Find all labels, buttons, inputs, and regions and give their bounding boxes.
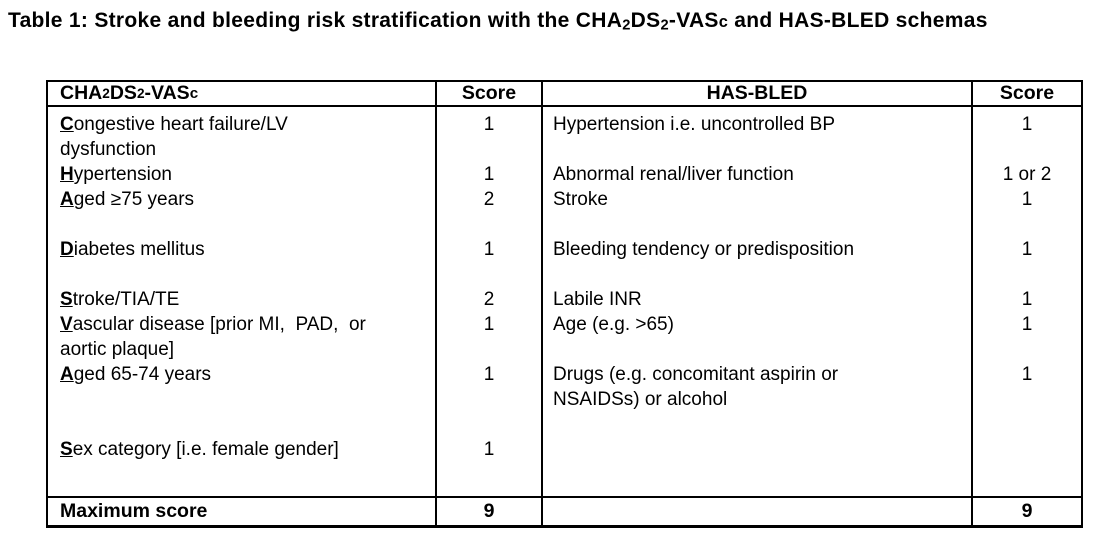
has-score-line: 1 or 2 — [1002, 164, 1052, 185]
table-title: Table 1: Stroke and bleeding risk strati… — [8, 9, 988, 34]
cha-score-line: 2 — [483, 189, 495, 210]
has-score-line — [973, 462, 1081, 487]
mnemonic-letter: S — [60, 289, 73, 310]
cha-criteria-line: Sex category [i.e. female gender] — [60, 439, 339, 460]
has-score-line — [973, 262, 1081, 287]
has-score-line — [973, 137, 1081, 162]
mnemonic-letter: A — [60, 189, 74, 210]
cha-score-line — [437, 212, 541, 237]
cha-criteria-line — [60, 462, 435, 487]
has-score-line — [973, 337, 1081, 362]
cha-score-line: 1 — [483, 439, 495, 460]
has-score-line: 1 — [1021, 289, 1033, 310]
has-criteria-line — [553, 212, 971, 237]
has-score-line: 1 — [1021, 114, 1033, 135]
mnemonic-letter: S — [60, 439, 73, 460]
footer-has-empty-cell — [543, 498, 973, 525]
cha-criteria-line — [60, 387, 435, 412]
has-criteria-line — [553, 412, 971, 437]
has-criteria-line: Stroke — [553, 189, 608, 210]
cha-score-line — [437, 462, 541, 487]
header-cha2ds2vasc: CHA 2 DS 2 -VAS c — [48, 82, 437, 107]
table-header-row: CHA 2 DS 2 -VAS c Score HAS-BLED Score — [48, 82, 1081, 107]
footer-maximum-score-label: Maximum score — [48, 498, 437, 525]
header-score-has: Score — [973, 82, 1081, 107]
has-score-column: 1 1 or 2 1 1 1 1 1 — [973, 107, 1081, 498]
cha-score-line — [437, 337, 541, 362]
header-score-cha: Score — [437, 82, 543, 107]
cha-criteria-line: dysfunction — [60, 139, 157, 160]
cha-score-line — [437, 137, 541, 162]
has-criteria-line: Bleeding tendency or predisposition — [553, 239, 855, 260]
has-score-line: 1 — [1021, 189, 1033, 210]
cha-criteria-line: Diabetes mellitus — [60, 239, 205, 260]
cha-score-line — [437, 412, 541, 437]
table-body-row: Congestive heart failure/LV dysfunction Hy… — [48, 107, 1081, 498]
has-criteria-line — [553, 337, 971, 362]
cha-criteria-line: Aged 65-74 years — [60, 364, 212, 385]
cha-score-line: 1 — [483, 364, 495, 385]
has-criteria-line: Labile INR — [553, 289, 642, 310]
cha-score-line: 1 — [483, 114, 495, 135]
cha-criteria-line: Stroke/TIA/TE — [60, 289, 180, 310]
cha-score-line: 2 — [483, 289, 495, 310]
cha-score-line: 1 — [483, 164, 495, 185]
cha-criteria-line: aortic plaque] — [60, 339, 175, 360]
has-criteria-line — [553, 437, 971, 462]
has-criteria-line: Drugs (e.g. concomitant aspirin or — [553, 364, 839, 385]
mnemonic-letter: V — [60, 314, 73, 335]
has-criteria-line: NSAIDSs) or alcohol — [553, 389, 728, 410]
has-score-line: 1 — [1021, 239, 1033, 260]
table-footer-row: Maximum score 9 9 — [48, 498, 1081, 525]
cha-criteria-line: Aged ≥75 years — [60, 189, 195, 210]
has-criteria-line — [553, 462, 971, 487]
has-criteria-line — [553, 262, 971, 287]
has-score-line — [973, 212, 1081, 237]
risk-stratification-table: CHA 2 DS 2 -VAS c Score HAS-BLED Score Conges… — [46, 80, 1083, 528]
cha-score-line — [437, 262, 541, 287]
cha-criteria-line: Hypertension — [60, 164, 172, 185]
cha-criteria-line — [60, 262, 435, 287]
has-score-line — [973, 412, 1081, 437]
cha-criteria-line — [60, 412, 435, 437]
has-score-line: 1 — [1021, 314, 1033, 335]
mnemonic-letter: C — [60, 114, 74, 135]
cha-score-line — [437, 387, 541, 412]
cha-criteria-column: Congestive heart failure/LV dysfunction Hy… — [48, 107, 437, 498]
cha-score-column: 1 1 2 1 2 1 1 1 — [437, 107, 543, 498]
header-has-bled: HAS-BLED — [543, 82, 973, 107]
has-score-line — [973, 387, 1081, 412]
has-score-line — [973, 437, 1081, 462]
has-criteria-column: Hypertension i.e. uncontrolled BP Abnorm… — [543, 107, 973, 498]
cha-criteria-line: Congestive heart failure/LV — [60, 114, 288, 135]
cha-criteria-line: Vascular disease [prior MI, PAD, or — [60, 314, 366, 335]
mnemonic-letter: D — [60, 239, 74, 260]
mnemonic-letter: A — [60, 364, 74, 385]
has-score-line: 1 — [1021, 364, 1033, 385]
has-criteria-line: Hypertension i.e. uncontrolled BP — [553, 114, 835, 135]
has-criteria-line: Abnormal renal/liver function — [553, 164, 794, 185]
mnemonic-letter: H — [60, 164, 74, 185]
cha-criteria-line — [60, 212, 435, 237]
cha-score-line: 1 — [483, 239, 495, 260]
has-criteria-line — [553, 137, 971, 162]
cha-score-line: 1 — [483, 314, 495, 335]
footer-has-max-score: 9 — [1021, 500, 1033, 522]
footer-cha-max-score: 9 — [437, 498, 543, 525]
has-criteria-line: Age (e.g. >65) — [553, 314, 674, 335]
